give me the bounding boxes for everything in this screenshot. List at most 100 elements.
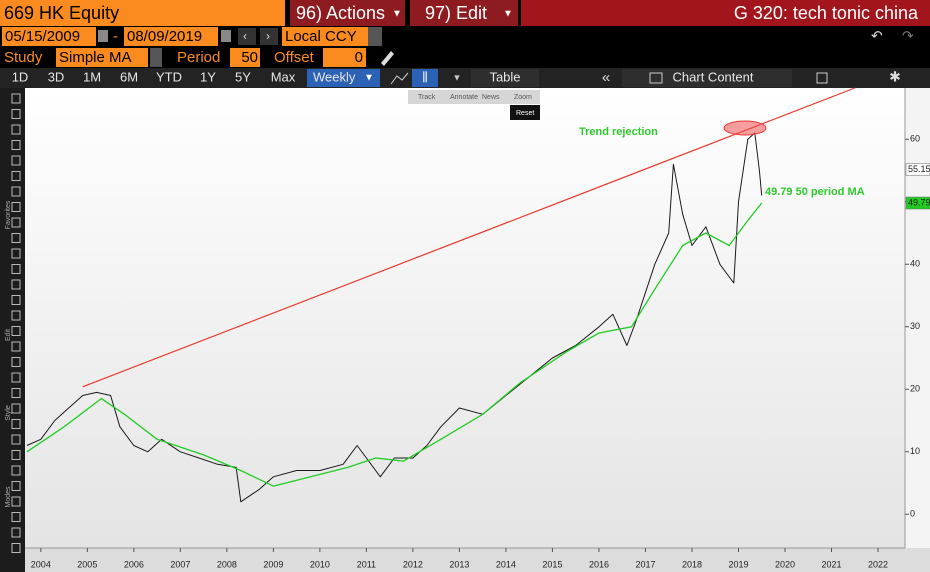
annotation: Trend rejection [579, 126, 658, 138]
tool-icon[interactable] [11, 403, 21, 414]
chart-icon [649, 72, 663, 84]
range-button[interactable]: 5Y [235, 69, 251, 84]
tool-icon[interactable] [11, 372, 21, 383]
end-date-box[interactable] [124, 27, 218, 46]
tool-icon[interactable] [11, 202, 21, 212]
reset: Reset [516, 110, 534, 117]
tool-icon[interactable] [11, 310, 21, 321]
tool-icon[interactable] [11, 171, 21, 181]
tool-icon[interactable] [11, 248, 21, 259]
side-label: Modes [5, 486, 12, 508]
tool-icon[interactable] [11, 357, 21, 367]
tool-icon[interactable] [11, 233, 21, 243]
chart-content-button[interactable] [622, 69, 792, 87]
forward-button[interactable] [260, 28, 278, 45]
range-button[interactable]: 3D [48, 69, 65, 84]
end-date: 08/09/2019 [127, 28, 202, 45]
line-icon[interactable] [390, 72, 409, 85]
popup-item[interactable]: Track [418, 94, 436, 101]
tool-icon[interactable] [11, 295, 21, 305]
x-axis-strip [25, 548, 930, 572]
range-button[interactable]: 6M [120, 69, 138, 84]
tool-icon[interactable] [11, 512, 21, 522]
tool-icon[interactable] [11, 186, 21, 197]
tool-icon[interactable] [11, 109, 21, 119]
range-button[interactable]: 1D [12, 69, 29, 84]
tool-icon[interactable] [11, 124, 21, 135]
highlight [723, 120, 767, 136]
last-value-tag [905, 196, 930, 210]
dropdown-arrow: ▼ [503, 9, 513, 20]
actions-menu[interactable] [290, 0, 405, 26]
last-value-label: 55.15 [908, 164, 930, 174]
redo-icon[interactable]: ↷ [902, 28, 914, 44]
range-button[interactable]: 1Y [200, 69, 216, 84]
study-dropdown[interactable] [150, 48, 162, 67]
tool-icon[interactable] [11, 527, 21, 538]
calendar-icon[interactable] [98, 30, 108, 42]
tool-icon[interactable] [11, 388, 21, 398]
collapse-icon[interactable]: « [602, 69, 610, 86]
range-button[interactable]: 1M [83, 69, 101, 84]
tool-icon[interactable] [11, 93, 21, 104]
tool-icon[interactable] [11, 465, 21, 476]
side-label: Style [5, 405, 12, 421]
annotation: 49.79 50 period MA [765, 186, 865, 198]
popup-item[interactable]: Annotate [450, 94, 478, 101]
start-date-box[interactable] [2, 27, 96, 46]
x-tick-label: 2021 [821, 559, 841, 569]
tool-icon[interactable] [11, 496, 21, 507]
last-value-tag [905, 163, 930, 176]
pencil-icon[interactable] [381, 51, 394, 66]
x-tick-label: 2010 [310, 559, 330, 569]
offset-box[interactable] [323, 48, 366, 67]
security-box[interactable] [0, 0, 285, 26]
reset-button[interactable] [510, 105, 540, 120]
tool-icon[interactable] [11, 217, 21, 228]
study: Simple MA [59, 49, 132, 66]
edit-icon[interactable] [816, 72, 828, 84]
currency-box[interactable] [282, 27, 368, 46]
chart-type-dropdown[interactable]: ▼ [453, 72, 462, 82]
frequency-button[interactable] [307, 69, 380, 87]
side-label: Edit [5, 329, 12, 341]
frequency: Weekly [313, 69, 356, 84]
tool-icon[interactable] [11, 419, 21, 429]
tool-icon[interactable] [11, 264, 21, 274]
back-button[interactable] [238, 28, 256, 45]
tool-icon[interactable] [11, 543, 21, 553]
y-tick-label: 40 [910, 259, 920, 269]
currency-dropdown[interactable] [368, 27, 382, 46]
range-buttons: 1D 3D 1M 6M YTD 1Y 5Y Max [12, 69, 296, 84]
range-button[interactable]: YTD [156, 69, 182, 84]
tool-icon[interactable] [11, 481, 21, 491]
tool-icon[interactable] [11, 279, 21, 290]
tool-icon[interactable] [11, 434, 21, 445]
edit-menu[interactable] [410, 0, 518, 26]
edit: 97) Edit [425, 3, 487, 23]
settings-icon[interactable]: ✱ [889, 69, 901, 85]
tool-icon[interactable] [11, 140, 21, 150]
undo-icon[interactable]: ↶ [871, 28, 883, 44]
date-separator: - [113, 28, 118, 45]
popup-item[interactable]: News [482, 94, 500, 101]
study-box[interactable] [56, 48, 148, 67]
x-tick-label: 2004 [31, 559, 51, 569]
x-tick-label: 2018 [682, 559, 702, 569]
actions: 96) Actions [296, 3, 385, 23]
series-line [26, 202, 763, 487]
bar-icon[interactable] [412, 69, 438, 87]
tool-icon[interactable] [11, 155, 21, 166]
period-label: Period [177, 49, 220, 66]
tool-icon[interactable] [11, 341, 21, 352]
popup-items: Track Annotate News Zoom [418, 94, 532, 101]
calendar-icon[interactable] [221, 30, 231, 42]
tool-icon[interactable] [11, 326, 21, 336]
period-box[interactable] [230, 48, 260, 67]
popup-item[interactable]: Zoom [514, 94, 532, 101]
range-button[interactable]: Max [271, 69, 296, 84]
table-button[interactable] [471, 69, 539, 87]
tool-icon[interactable] [11, 450, 21, 460]
x-tick-label: 2019 [728, 559, 748, 569]
trendline [82, 87, 856, 388]
